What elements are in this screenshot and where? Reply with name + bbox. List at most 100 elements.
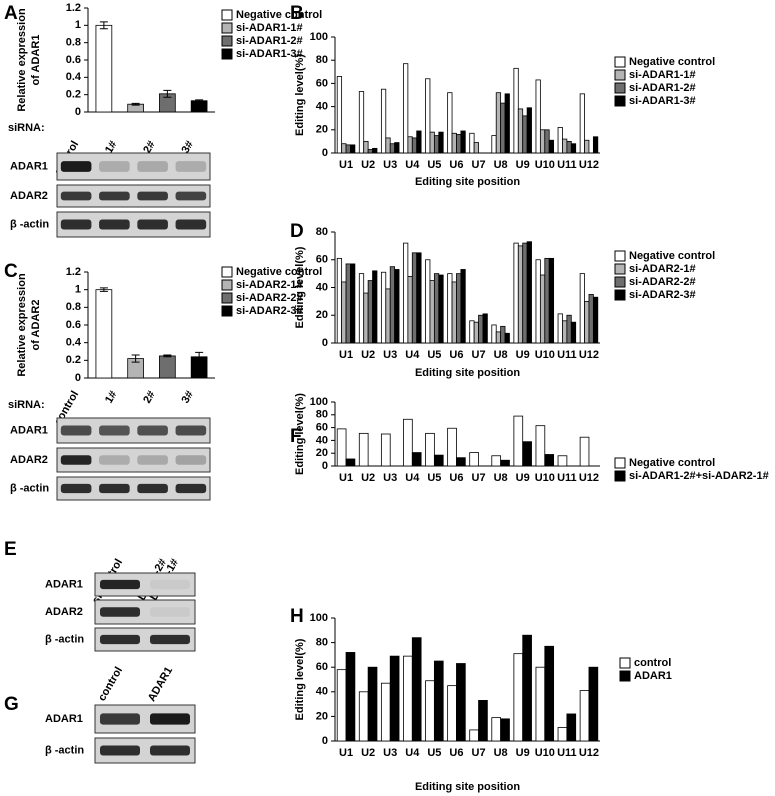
bar	[473, 321, 479, 344]
bar	[380, 271, 387, 344]
error-bar	[131, 102, 140, 106]
x-tick-label: U11	[557, 159, 577, 171]
x-tick-label: U12	[579, 472, 599, 484]
bar	[350, 263, 356, 344]
bar	[447, 92, 453, 154]
panel-letter: C	[4, 261, 18, 282]
x-axis-label: Editing site position	[415, 367, 520, 379]
legend-swatch	[614, 289, 626, 301]
blot-band	[150, 745, 190, 756]
blot-strip	[56, 476, 211, 501]
blot-band	[137, 455, 168, 465]
x-tick-label: U11	[557, 349, 577, 361]
bar	[544, 645, 555, 742]
x-tick-label: U4	[405, 159, 420, 171]
bar	[433, 454, 444, 467]
legend-swatch	[614, 470, 626, 482]
x-tick-label: U5	[427, 349, 441, 361]
blot-header: siRNA:	[8, 122, 45, 134]
legend-swatch	[614, 82, 626, 94]
bar	[429, 131, 435, 154]
bar	[526, 241, 532, 344]
bar	[517, 108, 524, 154]
legend-swatch	[221, 279, 233, 291]
x-tick-label: U1	[339, 472, 353, 484]
y-tick-label: 1.2	[66, 266, 81, 278]
x-tick-label: U10	[535, 159, 555, 171]
y-tick-label: 0.6	[66, 54, 81, 66]
x-tick-label: U11	[557, 747, 577, 759]
blot-band	[60, 455, 92, 465]
blot-band	[99, 161, 130, 172]
bar	[394, 269, 400, 344]
bar	[566, 314, 572, 344]
legend-swatch	[221, 22, 233, 34]
bar	[469, 729, 479, 742]
lane-label: ADAR1	[146, 665, 175, 704]
row-label: ADAR1	[10, 424, 48, 436]
x-tick-label: U10	[535, 349, 555, 361]
blot-band	[175, 425, 207, 436]
row-label: β -actin	[10, 482, 49, 494]
bar	[363, 292, 369, 344]
bar	[557, 313, 563, 344]
x-tick-label: U9	[516, 747, 530, 759]
row-label: ADAR2	[10, 454, 48, 466]
bar	[358, 432, 369, 467]
lane-label: 3#	[179, 389, 196, 406]
bar	[544, 129, 550, 154]
x-tick-label: U3	[383, 747, 397, 759]
bar	[584, 300, 590, 344]
bar	[539, 274, 546, 344]
error-bar	[195, 351, 204, 362]
bar	[456, 663, 466, 742]
bar	[385, 288, 391, 344]
bar	[95, 289, 113, 379]
legend-swatch	[614, 95, 626, 107]
bar	[579, 93, 585, 154]
y-tick-label: 1	[75, 284, 81, 296]
bar	[451, 281, 457, 344]
x-tick-label: U1	[339, 747, 353, 759]
blot-band	[150, 607, 190, 617]
legend-label: si-ADAR2-2#	[629, 276, 696, 288]
bar	[557, 127, 563, 154]
bar	[456, 273, 462, 344]
bar	[159, 355, 176, 379]
error-bar	[99, 21, 108, 30]
x-tick-label: U9	[516, 349, 530, 361]
legend-label: si-ADAR1-1#	[236, 22, 303, 34]
error-bar	[195, 99, 204, 103]
bar	[557, 455, 568, 467]
blot-band	[137, 219, 168, 230]
legend-swatch	[221, 305, 233, 317]
bar	[557, 727, 568, 742]
y-tick-label: 0.4	[66, 71, 82, 83]
y-axis-label: Editing level(%)	[294, 246, 306, 328]
bar	[491, 455, 502, 467]
blot-band	[100, 713, 140, 725]
bar	[433, 273, 440, 344]
y-axis-label: of ADAR1	[30, 35, 42, 86]
bar	[562, 320, 568, 344]
bar	[358, 273, 365, 344]
lane-label: 3#	[179, 139, 196, 156]
bar	[416, 130, 422, 154]
blot-band	[137, 191, 168, 201]
legend-label: control	[634, 657, 671, 669]
bar	[380, 88, 387, 154]
bar	[367, 280, 373, 344]
blot-band	[99, 455, 130, 465]
bar	[456, 457, 466, 467]
legend-swatch	[619, 657, 631, 669]
bar	[425, 680, 435, 742]
error-bar	[99, 287, 108, 292]
bar	[438, 274, 444, 344]
legend-label: Negative control	[629, 56, 715, 68]
row-label: β -actin	[10, 218, 49, 230]
bar	[469, 132, 475, 154]
legend-label: si-ADAR2-1#	[629, 263, 696, 275]
bar	[495, 331, 502, 344]
bar	[411, 252, 418, 344]
